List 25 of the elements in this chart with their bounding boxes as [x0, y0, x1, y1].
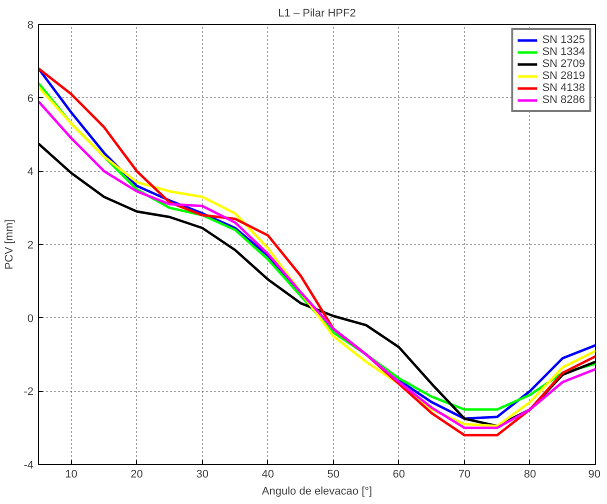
x-tick-label: 20 [130, 468, 143, 480]
x-tick-label: 60 [392, 468, 406, 480]
y-tick-label: 4 [27, 166, 34, 178]
x-tick-label: 40 [262, 468, 274, 480]
x-axis-title: Angulo de elevacao [°] [262, 486, 372, 498]
x-tick-label: 90 [588, 468, 601, 480]
y-axis-title: PCV [mm] [4, 219, 16, 270]
x-tick-label: 70 [458, 468, 471, 480]
y-tick-label: -2 [24, 386, 34, 398]
legend-label: SN 1325 [542, 34, 585, 46]
y-tick-label: 2 [27, 240, 34, 252]
x-tick-label: 80 [524, 468, 536, 480]
chart-title: L1 – Pilar HPF2 [278, 8, 356, 20]
y-tick-label: 8 [27, 20, 34, 32]
legend-label: SN 2819 [542, 70, 585, 82]
legend-label: SN 1334 [542, 46, 585, 58]
x-tick-label: 10 [65, 468, 78, 480]
legend-label: SN 8286 [542, 94, 585, 106]
legend-label: SN 4138 [542, 82, 585, 94]
x-tick-label: 30 [196, 468, 208, 480]
y-tick-label: 0 [27, 312, 34, 325]
x-tick-label: 50 [327, 468, 340, 480]
y-tick-label: 6 [27, 92, 34, 105]
y-tick-label: -4 [24, 460, 34, 472]
legend-label: SN 2709 [542, 58, 585, 70]
